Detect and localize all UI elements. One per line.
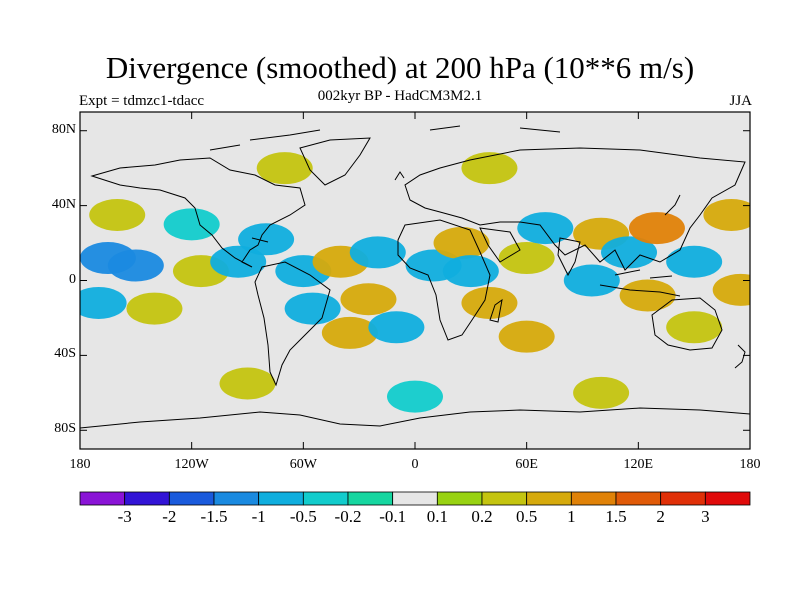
colorbar-label: 0.2 bbox=[471, 507, 493, 526]
field-anomaly bbox=[703, 198, 750, 231]
field-anomaly bbox=[666, 311, 723, 344]
coast-indonesia bbox=[599, 269, 681, 297]
coast-arabia bbox=[479, 227, 521, 263]
colorbar-label: 1.5 bbox=[605, 507, 627, 526]
coast-greenland bbox=[299, 137, 371, 186]
coast-australia bbox=[651, 297, 723, 351]
coast-madagascar bbox=[489, 298, 503, 323]
colorbar-swatch bbox=[436, 491, 483, 506]
field-anomaly bbox=[256, 152, 313, 185]
field-anomaly bbox=[284, 292, 341, 325]
field-anomaly bbox=[601, 236, 658, 269]
experiment-label: Expt = tdmzc1-tdacc bbox=[79, 93, 205, 109]
field-anomaly bbox=[321, 316, 378, 349]
field-anomaly bbox=[498, 242, 555, 275]
coast-islands-misc bbox=[251, 171, 405, 243]
field-anomaly bbox=[498, 320, 555, 353]
lon-tick-label: 120W bbox=[174, 457, 209, 472]
colorbar-label: -0.5 bbox=[289, 507, 317, 526]
coast-japan bbox=[664, 194, 681, 216]
field-anomaly bbox=[80, 286, 127, 319]
colorbar bbox=[79, 491, 751, 506]
lat-tick-label: 40S bbox=[54, 346, 76, 362]
colorbar-label: 2 bbox=[656, 507, 665, 526]
divergence-field bbox=[80, 152, 750, 413]
field-anomaly bbox=[349, 236, 406, 269]
field-anomaly bbox=[238, 223, 295, 256]
colorbar-swatch bbox=[570, 491, 617, 506]
field-anomaly bbox=[628, 212, 685, 245]
field-anomaly bbox=[442, 255, 499, 288]
colorbar-swatch bbox=[213, 491, 260, 506]
coast-india bbox=[557, 237, 581, 277]
chart-subtitle: 002kyr BP - HadCM3M2.1 bbox=[317, 88, 483, 104]
field-anomaly bbox=[387, 380, 443, 413]
colorbar-label: -1 bbox=[251, 507, 266, 526]
lon-tick-label: 180 bbox=[69, 457, 91, 472]
field-anomaly bbox=[517, 212, 574, 245]
colorbar-swatch bbox=[347, 491, 394, 506]
chart-title: Divergence (smoothed) at 200 hPa (10**6 … bbox=[105, 50, 695, 85]
field-anomaly bbox=[573, 376, 630, 409]
field-anomaly bbox=[461, 286, 518, 319]
field-anomaly bbox=[107, 249, 164, 282]
colorbar-label: 0.1 bbox=[426, 507, 448, 526]
colorbar-swatch bbox=[481, 491, 528, 506]
coast-south-america bbox=[254, 261, 331, 387]
field-anomaly bbox=[433, 227, 490, 260]
coast-africa bbox=[397, 219, 491, 341]
field-anomaly bbox=[340, 283, 397, 316]
colorbar-swatch bbox=[526, 491, 572, 506]
lat-tick-label: 80S bbox=[54, 421, 76, 437]
season-label: JJA bbox=[729, 93, 752, 109]
coast-eurasia bbox=[404, 147, 746, 271]
coast-new-zealand bbox=[734, 344, 746, 369]
coast-antarctica bbox=[80, 407, 750, 429]
colorbar-swatch bbox=[660, 491, 706, 506]
lon-tick-label: 180 bbox=[739, 457, 761, 472]
colorbar-label: 0.5 bbox=[516, 507, 538, 526]
lon-tick-label: 60W bbox=[289, 457, 317, 472]
field-anomaly bbox=[126, 292, 183, 325]
field-anomaly bbox=[666, 245, 723, 278]
coast-north-america bbox=[90, 157, 306, 268]
colorbar-label: 3 bbox=[701, 507, 710, 526]
colorbar-label: -3 bbox=[117, 507, 132, 526]
field-anomaly bbox=[210, 245, 267, 278]
coast-arctic-islands bbox=[209, 125, 561, 151]
colorbar-swatch bbox=[302, 491, 349, 506]
field-anomaly bbox=[163, 208, 220, 241]
colorbar-label: -2 bbox=[162, 507, 177, 526]
lat-tick-label: 0 bbox=[69, 271, 76, 287]
axis-ticks bbox=[79, 112, 751, 449]
colorbar-swatch bbox=[615, 491, 662, 506]
lat-tick-label: 80N bbox=[51, 121, 76, 137]
field-anomaly bbox=[89, 198, 146, 231]
lon-tick-label: 60E bbox=[515, 457, 538, 472]
lon-tick-label: 0 bbox=[411, 457, 419, 472]
colorbar-swatch bbox=[168, 491, 215, 506]
colorbar-label: 1 bbox=[567, 507, 576, 526]
lat-tick-label: 40N bbox=[51, 196, 76, 212]
field-anomaly bbox=[712, 273, 750, 306]
colorbar-swatch bbox=[258, 491, 304, 506]
lon-tick-label: 120E bbox=[623, 457, 654, 472]
field-anomaly bbox=[219, 367, 276, 400]
coastlines bbox=[80, 125, 750, 429]
colorbar-label: -0.1 bbox=[379, 507, 407, 526]
colorbar-swatch bbox=[79, 491, 126, 506]
colorbar-label: -1.5 bbox=[200, 507, 228, 526]
field-anomaly bbox=[563, 264, 620, 297]
field-anomaly bbox=[368, 311, 425, 344]
colorbar-label: -0.2 bbox=[334, 507, 362, 526]
colorbar-swatch bbox=[124, 491, 170, 506]
colorbar-swatch bbox=[704, 491, 751, 506]
field-anomaly bbox=[461, 152, 518, 185]
field-anomaly bbox=[619, 279, 676, 312]
colorbar-swatch bbox=[392, 491, 438, 506]
